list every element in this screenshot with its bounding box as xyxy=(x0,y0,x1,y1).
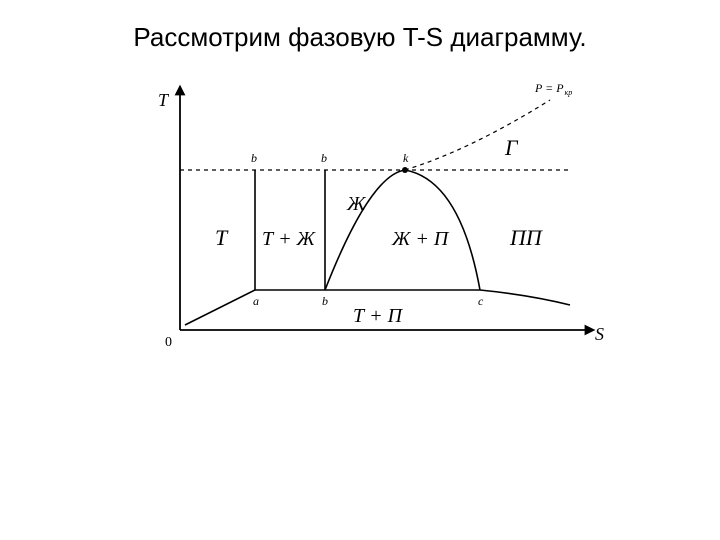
region-T-plus-P: Т + П xyxy=(353,305,404,327)
label-k: k xyxy=(403,151,409,165)
label-P-critical-sub: кр xyxy=(565,88,573,97)
y-axis-label: T xyxy=(158,90,170,110)
origin-label: 0 xyxy=(165,335,172,350)
curve-origin-to-a xyxy=(185,290,255,325)
label-P-critical-main: P = P xyxy=(534,81,564,95)
label-a: a xyxy=(253,294,259,308)
label-c: c xyxy=(478,294,484,308)
region-T-plus-Zh: Т + Ж xyxy=(262,228,317,250)
label-b2: b xyxy=(321,151,327,165)
region-T: Т xyxy=(215,225,229,250)
region-Zh: Ж xyxy=(346,193,367,215)
point-k-marker xyxy=(402,167,408,173)
region-Zh-plus-P: Ж + П xyxy=(391,228,450,250)
right-tail xyxy=(480,290,570,305)
x-axis-label: S xyxy=(595,324,604,344)
page-title: Рассмотрим фазовую T-S диаграмму. xyxy=(0,22,720,53)
label-b1: b xyxy=(251,151,257,165)
label-P-critical: P = Pкр xyxy=(534,81,572,97)
region-G: Г xyxy=(504,135,519,160)
ts-phase-diagram: T S 0 a b c b b k Т Т + Ж Ж Ж + П ПП Г Т… xyxy=(110,70,610,370)
diagram-svg: T S 0 a b c b b k Т Т + Ж Ж Ж + П ПП Г Т… xyxy=(110,70,610,370)
label-b-bottom: b xyxy=(322,294,328,308)
region-PP: ПП xyxy=(509,225,543,250)
isobar-critical xyxy=(405,100,550,170)
